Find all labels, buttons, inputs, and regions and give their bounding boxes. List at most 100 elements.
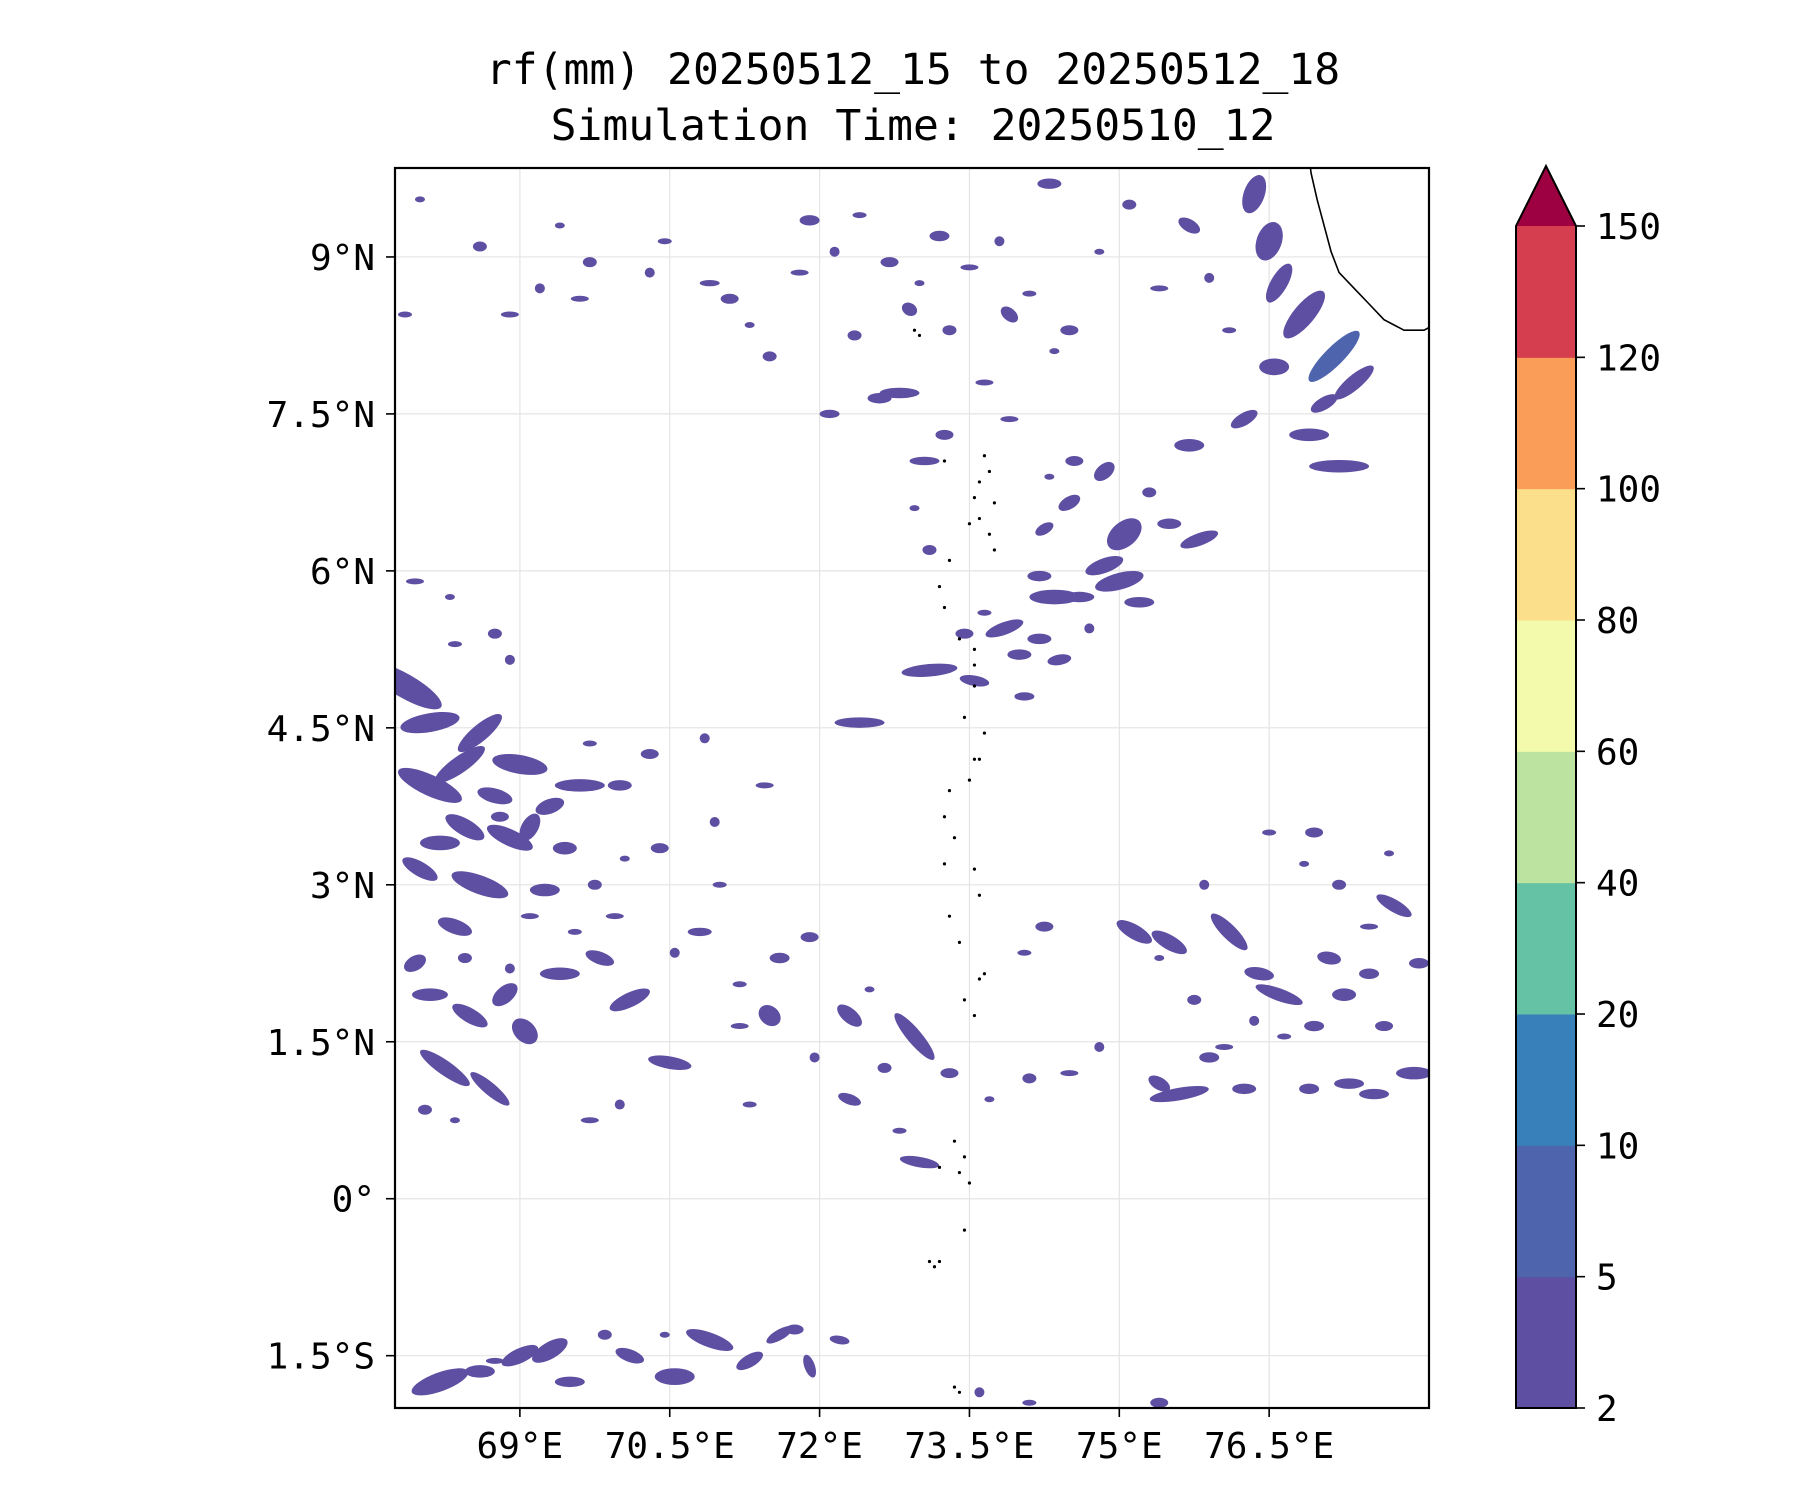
rain-cell-83 xyxy=(1244,967,1274,981)
rain-cell-105 xyxy=(654,1368,695,1385)
rain-speck-90 xyxy=(1049,348,1060,355)
rain-speck-100 xyxy=(447,641,462,648)
rain-speck-6 xyxy=(744,321,755,328)
rain-cell-59 xyxy=(1230,409,1258,429)
colorbar-label-0: 2 xyxy=(1596,1389,1618,1430)
rain-speck-40 xyxy=(732,981,747,988)
rain-cell-110 xyxy=(829,1335,850,1345)
island-dot-41 xyxy=(912,328,917,332)
island-dot-1 xyxy=(987,469,992,474)
rain-speck-36 xyxy=(619,855,630,862)
rain-speck-52 xyxy=(1017,949,1032,956)
rain-speck-33 xyxy=(699,733,710,744)
colorbar-segment-0 xyxy=(1516,1276,1576,1409)
rain-cell-57 xyxy=(1334,365,1374,400)
rain-cell-17 xyxy=(529,883,560,897)
rain-cell-6 xyxy=(477,787,513,805)
rain-speck-28 xyxy=(977,609,992,616)
rain-speck-93 xyxy=(709,817,720,828)
rain-cell-33 xyxy=(899,1155,940,1169)
rain-speck-5 xyxy=(720,293,739,304)
gridlines xyxy=(395,168,1429,1408)
rain-speck-8 xyxy=(790,269,809,276)
island-dot-22 xyxy=(942,862,947,866)
rainfall-contours xyxy=(395,175,1429,1408)
rain-cell-71 xyxy=(1035,522,1054,536)
rain-cell-81 xyxy=(1116,920,1152,944)
colorbar-segment-8 xyxy=(1516,226,1576,358)
rain-cell-109 xyxy=(803,1354,817,1378)
rain-cell-80 xyxy=(1151,930,1187,955)
map-frame xyxy=(393,166,1431,1410)
island-dot-20 xyxy=(942,815,947,819)
rain-cell-102 xyxy=(532,1338,568,1363)
rain-cell-50 xyxy=(1178,217,1201,234)
rain-cell-73 xyxy=(1029,589,1080,605)
rain-speck-97 xyxy=(487,628,502,639)
rain-cell-86 xyxy=(1332,988,1357,1001)
rain-cell-63 xyxy=(1180,530,1219,549)
rain-speck-39 xyxy=(669,947,680,958)
rain-cell-7 xyxy=(486,824,533,851)
rain-speck-9 xyxy=(829,246,840,257)
rain-speck-30 xyxy=(909,505,920,512)
island-dot-25 xyxy=(947,914,952,918)
rain-speck-34 xyxy=(582,740,597,747)
rain-speck-49 xyxy=(1022,1073,1037,1084)
rain-speck-47 xyxy=(940,1068,959,1079)
rain-speck-63 xyxy=(1199,879,1210,890)
rain-speck-99 xyxy=(504,654,515,665)
rain-speck-62 xyxy=(1360,923,1379,930)
rain-speck-84 xyxy=(414,196,425,203)
island-dot-38 xyxy=(937,1259,942,1264)
rain-cell-78 xyxy=(1047,654,1072,666)
rain-cell-29 xyxy=(648,1055,692,1070)
island-dot-44 xyxy=(972,647,977,651)
island-dot-29 xyxy=(972,1013,977,1018)
rain-cell-53 xyxy=(1265,263,1293,303)
rain-speck-88 xyxy=(397,311,412,318)
rain-cell-21 xyxy=(452,1003,488,1028)
y-tick-label-6: 0° xyxy=(332,1180,375,1221)
rain-cell-94 xyxy=(1299,1083,1320,1095)
rain-speck-95 xyxy=(650,843,669,854)
rain-cell-74 xyxy=(1064,591,1095,603)
rain-cell-58 xyxy=(1289,428,1330,442)
island-dot-12 xyxy=(957,637,962,641)
rain-speck-17 xyxy=(1060,325,1079,336)
rain-cell-34 xyxy=(838,1092,861,1106)
rain-speck-48 xyxy=(984,1096,995,1103)
rain-cell-32 xyxy=(894,1013,935,1060)
colorbar-segment-7 xyxy=(1516,357,1576,490)
rain-cell-9 xyxy=(535,797,565,815)
island-dot-18 xyxy=(967,778,972,782)
island-dot-32 xyxy=(937,1165,942,1169)
rain-cell-25 xyxy=(470,1072,510,1106)
island-dot-43 xyxy=(942,459,947,463)
rain-speck-83 xyxy=(1150,1397,1169,1408)
island-dot-17 xyxy=(972,757,977,761)
colorbar-label-1: 5 xyxy=(1596,1258,1618,1299)
island-dot-11 xyxy=(942,605,947,610)
rain-speck-18 xyxy=(1094,248,1105,255)
rain-cell-90 xyxy=(1304,1020,1325,1032)
rain-speck-64 xyxy=(1262,829,1277,836)
island-dot-40 xyxy=(957,1390,962,1394)
y-tick-label-1: 7.5°N xyxy=(267,395,375,436)
island-dot-35 xyxy=(962,1228,967,1232)
rain-speck-29 xyxy=(955,628,974,639)
coastlines xyxy=(912,168,1429,1394)
rain-cell-98 xyxy=(1199,1052,1220,1063)
rain-speck-51 xyxy=(1094,1041,1105,1052)
rain-cell-87 xyxy=(1359,968,1380,979)
rain-speck-82 xyxy=(1022,1399,1037,1406)
island-dot-23 xyxy=(972,867,977,871)
rain-cell-95 xyxy=(1334,1078,1365,1089)
rain-speck-7 xyxy=(762,351,777,362)
x-tick-label-2: 72°E xyxy=(776,1426,863,1467)
rain-speck-71 xyxy=(490,811,509,822)
rain-cell-22 xyxy=(492,983,518,1007)
rain-speck-11 xyxy=(880,257,899,268)
rain-cell-60 xyxy=(1309,459,1370,473)
rain-speck-53 xyxy=(1035,921,1054,932)
